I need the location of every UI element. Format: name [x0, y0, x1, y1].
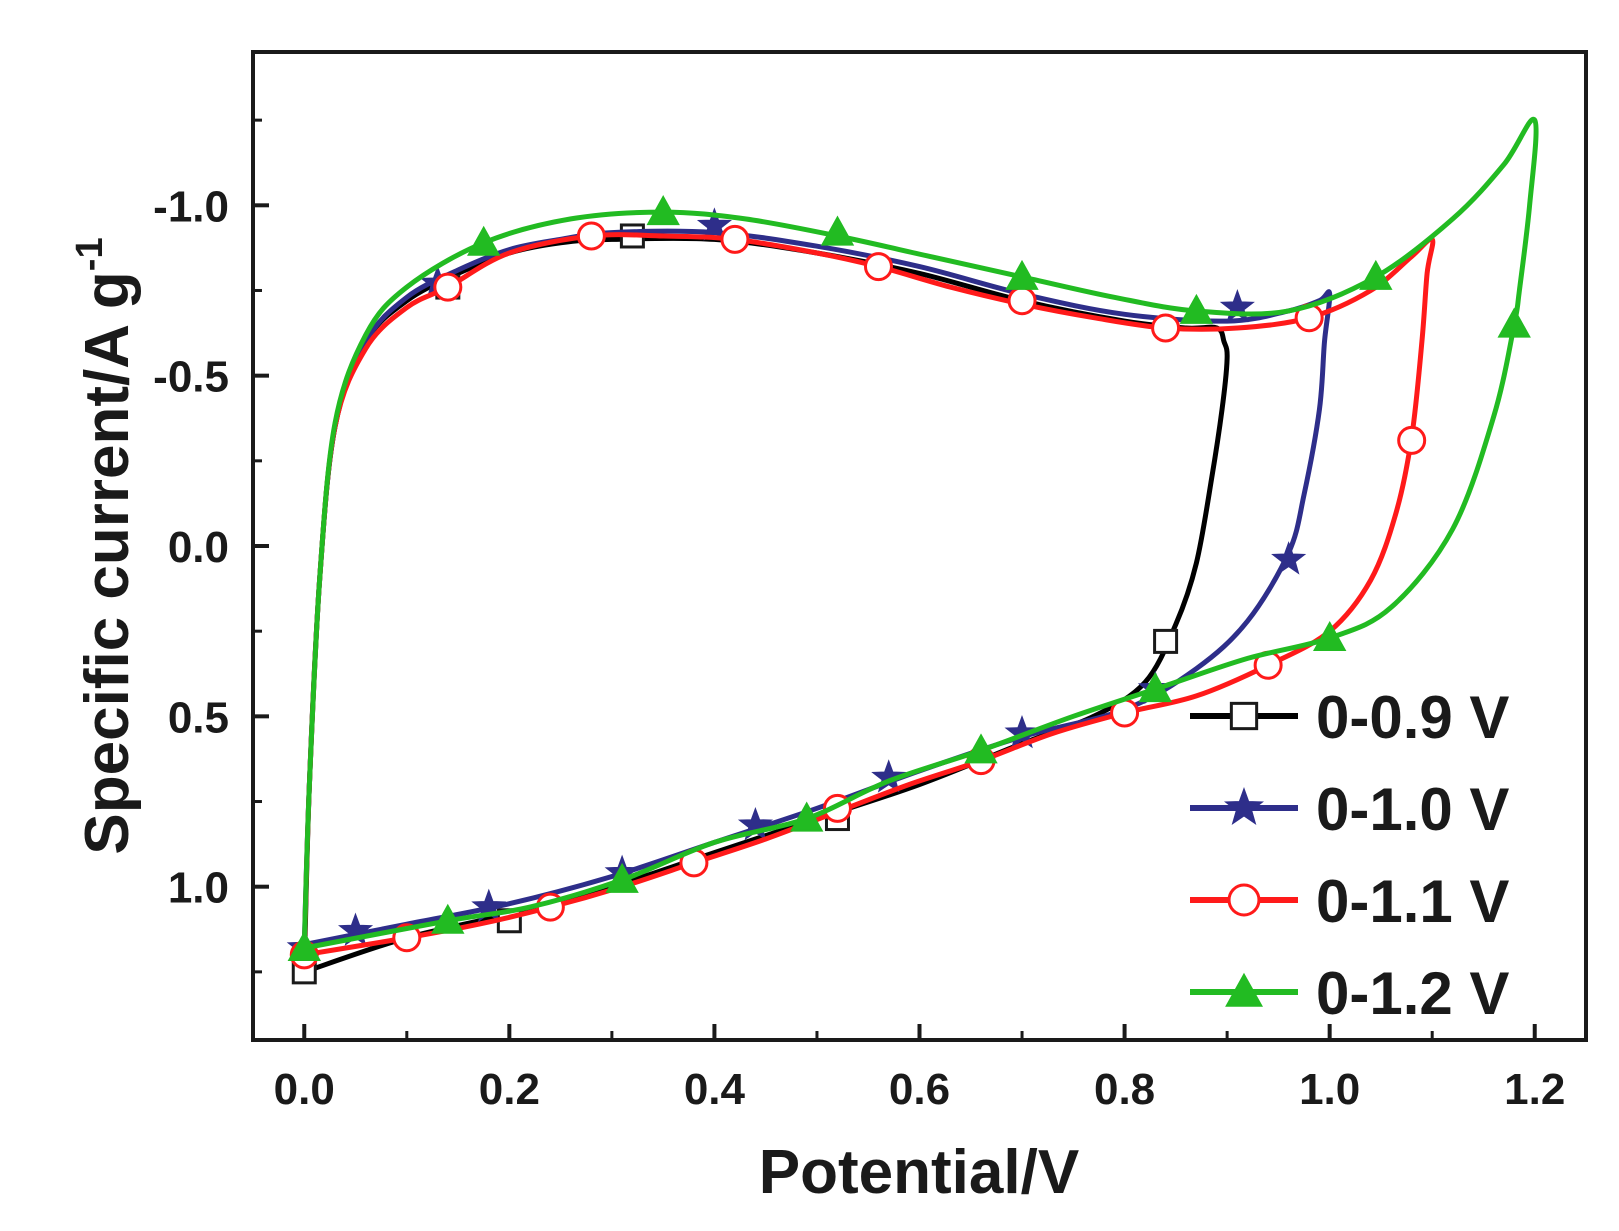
y-axis-title-main: Specific current/A g [73, 271, 142, 854]
series-1-point-7 [871, 759, 907, 793]
x-tick-label-3: 0.6 [889, 1065, 950, 1114]
legend-item-0: 0-0.9 V [1190, 684, 1509, 751]
series-3-point-11 [790, 801, 824, 832]
series-2-point-6 [1151, 313, 1181, 343]
series-3-point-13 [431, 903, 465, 934]
legend-marker-1 [1224, 787, 1264, 825]
legend-marker-0 [1229, 701, 1259, 731]
y-tick-label-2: 0.0 [168, 523, 229, 572]
series-0-point-3 [1153, 628, 1179, 654]
legend-marker-2 [1227, 883, 1261, 917]
x-tick-label-1: 0.2 [479, 1065, 540, 1114]
series-3-point-3 [820, 215, 855, 246]
y-axis-title: Specific current/A g-1 [69, 237, 142, 854]
series-3-point-5 [1179, 293, 1214, 324]
legend-item-2: 0-1.1 V [1190, 868, 1509, 935]
series-1-point-2 [696, 207, 732, 241]
series-line-1 [301, 228, 1333, 948]
series-1-point-4 [1271, 541, 1307, 575]
y-tick-label-0: -1.0 [153, 182, 229, 231]
series-0-1-2-V [287, 116, 1539, 961]
series-line-0 [301, 235, 1230, 975]
series-layer [286, 116, 1539, 985]
series-2-point-2 [576, 221, 606, 251]
legend: 0-0.9 V 0-1.0 V 0-1.1 V 0-1.2 V [1190, 684, 1509, 1027]
series-line-3 [301, 116, 1539, 951]
legend-item-1: 0-1.0 V [1190, 776, 1509, 843]
x-axis: 0.0 0.2 0.4 0.6 0.8 1.0 1.2 [274, 1024, 1565, 1114]
series-2-point-4 [863, 252, 893, 282]
legend-item-3: 0-1.2 V [1190, 960, 1509, 1027]
series-1-point-6 [1004, 714, 1040, 749]
series-2-point-3 [720, 224, 750, 254]
y-tick-label-4: 1.0 [168, 864, 229, 913]
series-3-point-2 [646, 195, 680, 226]
x-tick-label-6: 1.2 [1504, 1065, 1565, 1114]
series-0-0-9-V [291, 223, 1230, 985]
legend-label-3: 0-1.2 V [1316, 960, 1509, 1027]
legend-label-2: 0-1.1 V [1316, 868, 1509, 935]
x-tick-label-4: 0.8 [1094, 1065, 1155, 1114]
y-axis-title-superscript: -1 [69, 237, 111, 271]
x-tick-label-5: 1.0 [1299, 1065, 1360, 1114]
series-3-point-0 [287, 930, 321, 961]
y-tick-label-1: -0.5 [153, 353, 229, 402]
x-tick-label-0: 0.0 [274, 1065, 335, 1114]
y-axis: -1.0 -0.5 0.0 0.5 1.0 [153, 118, 269, 974]
series-3-point-10 [964, 733, 998, 764]
series-3-point-1 [467, 225, 501, 256]
series-2-point-8 [1397, 425, 1427, 455]
series-2-point-5 [1007, 286, 1037, 316]
x-tick-label-2: 0.4 [684, 1065, 746, 1114]
legend-marker-3 [1225, 972, 1264, 1007]
series-3-point-6 [1359, 259, 1393, 290]
legend-label-0: 0-0.9 V [1316, 684, 1509, 751]
y-tick-label-3: 0.5 [168, 693, 229, 742]
series-0-1-1-V [289, 221, 1436, 970]
series-3-point-12 [605, 862, 639, 893]
series-3-point-4 [1005, 259, 1039, 290]
x-axis-title: Potential/V [759, 1138, 1079, 1207]
legend-label-1: 0-1.0 V [1316, 776, 1509, 843]
series-3-point-8 [1313, 620, 1347, 651]
series-3-point-7 [1497, 307, 1531, 338]
series-2-point-1 [433, 272, 463, 302]
series-3-point-9 [1138, 672, 1172, 703]
series-1-point-3 [1219, 289, 1255, 323]
